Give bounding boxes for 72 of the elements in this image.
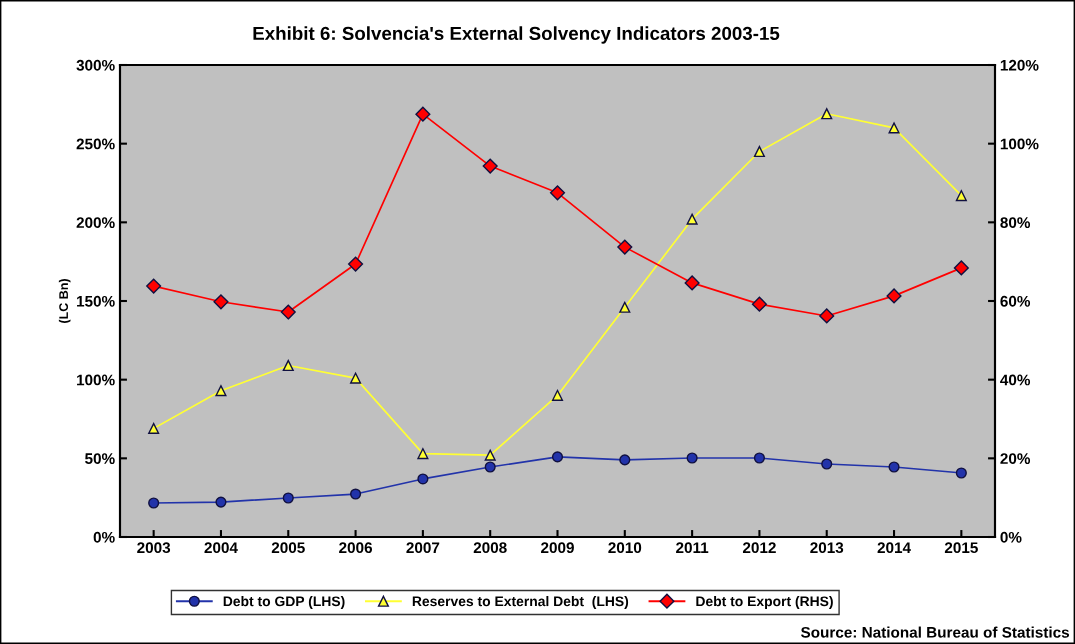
point	[484, 461, 496, 473]
y-tick-label: 150%	[77, 295, 115, 307]
point	[551, 389, 564, 401]
x-tick-label: 2008	[473, 542, 507, 554]
point	[821, 458, 833, 470]
point	[482, 158, 498, 174]
point	[686, 452, 698, 464]
x-tick-label: 2007	[406, 542, 440, 554]
point	[617, 239, 633, 255]
x-tick-label: 2009	[541, 542, 574, 554]
y-tick-label: 0%	[93, 531, 115, 543]
y-tick-label: 300%	[76, 59, 115, 71]
x-tick-label: 2012	[742, 542, 776, 554]
point	[348, 256, 364, 272]
legend-label: Debt to GDP (LHS)	[223, 596, 345, 609]
point	[417, 448, 429, 460]
x-tick-label: 2003	[137, 542, 171, 554]
point	[282, 359, 294, 372]
point	[213, 294, 229, 310]
y2-tick-label: 40%	[1000, 374, 1031, 386]
point	[551, 451, 564, 463]
point	[549, 185, 566, 201]
x-tick-label: 2010	[608, 542, 642, 554]
y2-tick-label: 20%	[1000, 453, 1031, 465]
x-tick-label: 2011	[676, 542, 709, 554]
y2-tick-label: 60%	[1000, 295, 1031, 307]
point	[148, 422, 160, 434]
y-tick-label: 200%	[76, 217, 115, 229]
point	[350, 372, 362, 384]
legend-label: Debt to Export (RHS)	[696, 596, 833, 609]
point	[955, 190, 967, 202]
y2-tick-label: 100%	[1000, 138, 1039, 150]
point	[753, 145, 765, 158]
point	[215, 385, 227, 397]
point	[619, 454, 631, 466]
y-tick-label: 100%	[77, 374, 115, 386]
y-axis-title: (LC Bn)	[58, 279, 71, 323]
point	[753, 452, 765, 464]
point	[350, 488, 362, 500]
x-tick-label: 2013	[810, 542, 844, 554]
y2-tick-label: 80%	[1000, 217, 1031, 229]
point	[148, 497, 160, 509]
point	[955, 467, 967, 479]
point	[819, 308, 835, 324]
source-note: Source: National Bureau of Statistics	[800, 626, 1070, 638]
point	[280, 304, 296, 320]
point	[415, 106, 431, 122]
point	[215, 496, 227, 508]
point	[417, 473, 429, 485]
y2-tick-label: 120%	[1000, 59, 1039, 71]
point	[686, 213, 698, 225]
x-tick-label: 2006	[339, 542, 373, 554]
legend-label: Reserves to External Debt (LHS)	[412, 596, 629, 609]
x-tick-label: 2015	[944, 542, 978, 554]
point	[888, 122, 900, 134]
x-tick-label: 2005	[271, 542, 305, 554]
y-tick-label: 50%	[85, 453, 115, 465]
point	[888, 461, 900, 473]
chart-title: Exhibit 6: Solvencia's External Solvency Indicators 2003-15	[253, 26, 780, 44]
point	[282, 492, 294, 504]
y2-tick-label: 0%	[1000, 531, 1022, 543]
x-tick-label: 2014	[877, 542, 911, 554]
point	[484, 449, 496, 461]
point	[821, 108, 833, 120]
x-tick-label: 2004	[204, 542, 238, 554]
point	[684, 275, 700, 291]
point	[146, 278, 162, 294]
point	[886, 288, 902, 304]
point	[751, 296, 767, 312]
point	[953, 260, 969, 276]
point	[619, 301, 631, 313]
y-tick-label: 250%	[76, 138, 115, 150]
